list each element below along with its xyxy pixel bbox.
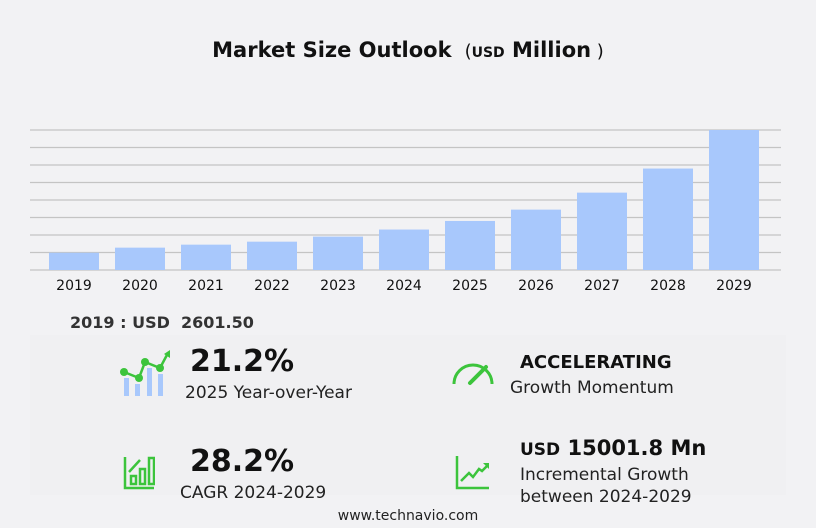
line-growth-icon [455, 456, 489, 490]
yoy-label: 2025 Year-over-Year [185, 383, 352, 403]
x-tick-label: 2021 [188, 278, 224, 294]
bar-2023 [313, 236, 363, 270]
bar-chart: 2019 2020 2021 2022 2023 2024 2025 2026 2027 2028… [30, 129, 781, 294]
bar-2020 [115, 247, 165, 270]
bar-2021 [181, 244, 231, 270]
momentum-value: ACCELERATING [520, 352, 672, 373]
bar-2026 [511, 209, 561, 270]
speedometer-icon [452, 363, 494, 385]
momentum-label: Growth Momentum [510, 378, 674, 398]
cagr-value: 28.2% [190, 444, 295, 479]
bar-2029 [709, 130, 759, 270]
x-tick-label: 2024 [386, 278, 422, 294]
bar-2022 [247, 241, 297, 270]
incremental-prefix: USD [520, 440, 561, 460]
bar-2028 [643, 168, 693, 270]
x-tick-label: 2029 [716, 278, 752, 294]
stats-panel [30, 335, 786, 495]
bar-growth-icon [123, 456, 155, 490]
x-tick-label: 2023 [320, 278, 356, 294]
base-year-value: 2019 : USD 2601.50 [70, 313, 254, 332]
incremental-value: USD 15001.8 Mn [520, 436, 706, 460]
base-label: 2019 : USD [70, 313, 170, 332]
bar-2025 [445, 220, 495, 270]
incremental-period: between 2024-2029 [520, 487, 692, 507]
x-tick-label: 2026 [518, 278, 554, 294]
bar-2019 [49, 252, 99, 270]
chart-title: Market Size Outlook (USD Million ) [212, 38, 604, 62]
incremental-amount: 15001.8 Mn [567, 436, 707, 460]
x-tick-label: 2019 [56, 278, 92, 294]
bar-2024 [379, 229, 429, 270]
bar-2027 [577, 192, 627, 270]
x-tick-label: 2022 [254, 278, 290, 294]
title-text: Market Size Outlook [212, 38, 452, 62]
yoy-value: 21.2% [190, 344, 295, 379]
x-tick-label: 2025 [452, 278, 488, 294]
growth-chart-icon [120, 350, 170, 396]
title-unit: Million [512, 38, 592, 62]
cagr-label: CAGR 2024-2029 [180, 483, 327, 503]
source-url: www.technavio.com [337, 508, 479, 524]
incremental-label: Incremental Growth [520, 465, 689, 485]
x-tick-label: 2020 [122, 278, 158, 294]
title-unit-prefix: USD [471, 45, 505, 61]
base-value: 2601.50 [181, 313, 254, 332]
x-tick-label: 2027 [584, 278, 620, 294]
x-tick-label: 2028 [650, 278, 686, 294]
